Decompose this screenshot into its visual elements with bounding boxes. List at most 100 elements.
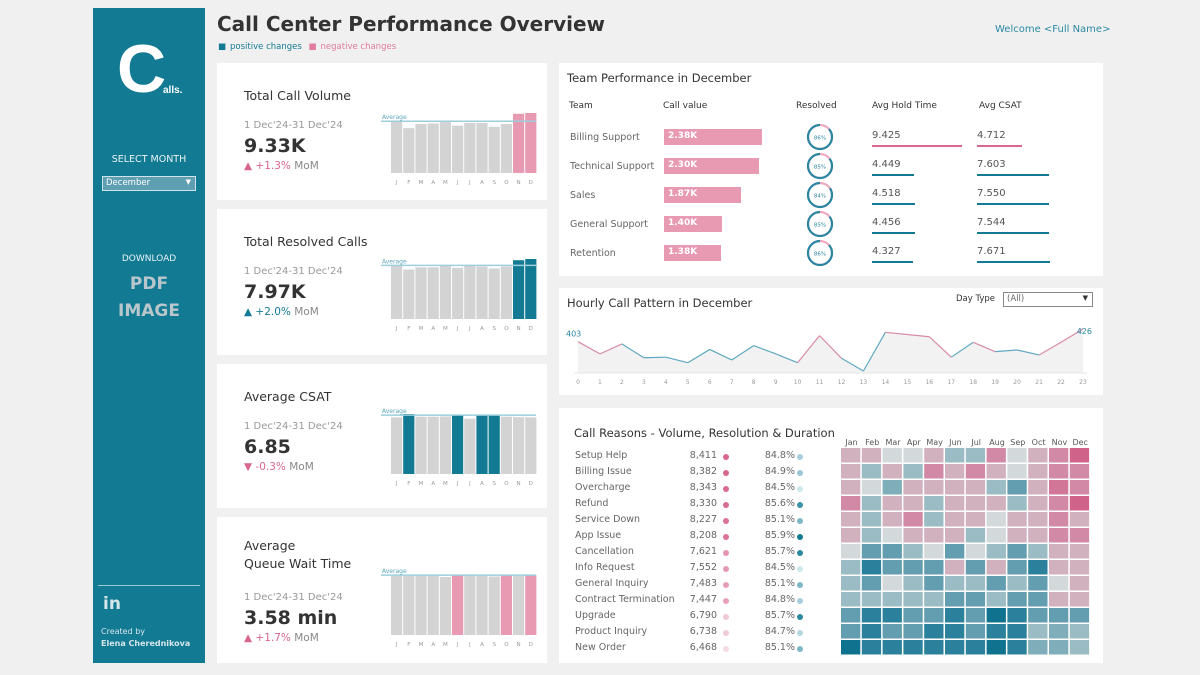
heatmap-cell[interactable] — [1049, 608, 1069, 623]
heatmap-cell[interactable] — [945, 640, 965, 655]
mini-bar[interactable] — [513, 260, 525, 319]
mini-bar[interactable] — [391, 121, 403, 173]
heatmap-cell[interactable] — [1007, 592, 1027, 607]
heatmap-cell[interactable] — [882, 624, 902, 639]
heatmap-cell[interactable] — [986, 512, 1006, 527]
heatmap-cell[interactable] — [903, 448, 923, 463]
heatmap-cell[interactable] — [841, 480, 861, 495]
heatmap-cell[interactable] — [861, 544, 882, 559]
mini-bar[interactable] — [513, 576, 525, 635]
heatmap-cell[interactable] — [903, 560, 923, 575]
heatmap-cell[interactable] — [903, 624, 923, 639]
mini-bar[interactable] — [488, 576, 500, 635]
download-image-button[interactable]: IMAGE — [118, 301, 180, 321]
heatmap-cell[interactable] — [1028, 496, 1048, 511]
heatmap-cell[interactable] — [945, 608, 965, 623]
mini-bar[interactable] — [403, 269, 415, 319]
heatmap-cell[interactable] — [882, 640, 902, 655]
heatmap-cell[interactable] — [841, 512, 861, 527]
mini-bar[interactable] — [415, 416, 427, 474]
heatmap-cell[interactable] — [965, 480, 986, 495]
heatmap-cell[interactable] — [1049, 464, 1069, 479]
heatmap-cell[interactable] — [861, 528, 882, 543]
heatmap-cell[interactable] — [861, 592, 882, 607]
heatmap-cell[interactable] — [841, 496, 861, 511]
heatmap-cell[interactable] — [1049, 592, 1069, 607]
mini-bar[interactable] — [452, 125, 464, 173]
heatmap-cell[interactable] — [882, 576, 902, 591]
heatmap-cell[interactable] — [841, 576, 861, 591]
resolved-donut[interactable]: 86% — [805, 238, 835, 268]
call-value-bar[interactable]: 1.40K — [664, 216, 722, 232]
heatmap-cell[interactable] — [882, 608, 902, 623]
call-value-bar[interactable]: 2.38K — [664, 129, 762, 145]
resolved-donut[interactable]: 84% — [805, 180, 835, 210]
heatmap-cell[interactable] — [924, 464, 944, 479]
heatmap-cell[interactable] — [924, 448, 944, 463]
heatmap-cell[interactable] — [1028, 608, 1048, 623]
heatmap-cell[interactable] — [1069, 480, 1090, 495]
heatmap-cell[interactable] — [861, 608, 882, 623]
heatmap-cell[interactable] — [1007, 528, 1027, 543]
heatmap-cell[interactable] — [945, 592, 965, 607]
heatmap-cell[interactable] — [841, 560, 861, 575]
heatmap-cell[interactable] — [1069, 608, 1090, 623]
heatmap-cell[interactable] — [882, 592, 902, 607]
heatmap-cell[interactable] — [986, 640, 1006, 655]
heatmap-cell[interactable] — [1028, 480, 1048, 495]
heatmap-cell[interactable] — [1028, 624, 1048, 639]
heatmap-cell[interactable] — [945, 544, 965, 559]
mini-bar[interactable] — [513, 417, 525, 474]
heatmap-cell[interactable] — [1049, 480, 1069, 495]
mini-bar[interactable] — [476, 266, 488, 319]
heatmap-cell[interactable] — [1007, 576, 1027, 591]
heatmap-cell[interactable] — [945, 624, 965, 639]
heatmap-cell[interactable] — [882, 480, 902, 495]
heatmap-cell[interactable] — [1069, 544, 1090, 559]
heatmap-cell[interactable] — [965, 640, 986, 655]
heatmap-cell[interactable] — [861, 464, 882, 479]
mini-bar[interactable] — [403, 128, 415, 173]
heatmap-cell[interactable] — [882, 464, 902, 479]
heatmap-cell[interactable] — [903, 512, 923, 527]
heatmap-cell[interactable] — [1028, 576, 1048, 591]
heatmap-cell[interactable] — [1007, 480, 1027, 495]
mini-bar[interactable] — [464, 418, 476, 474]
heatmap-cell[interactable] — [861, 512, 882, 527]
heatmap-cell[interactable] — [882, 528, 902, 543]
mini-bar[interactable] — [391, 265, 403, 319]
heatmap-cell[interactable] — [965, 560, 986, 575]
mini-bar[interactable] — [439, 416, 451, 474]
heatmap-cell[interactable] — [924, 480, 944, 495]
call-value-bar[interactable]: 1.87K — [664, 187, 741, 203]
heatmap-cell[interactable] — [882, 496, 902, 511]
heatmap-cell[interactable] — [986, 448, 1006, 463]
heatmap-cell[interactable] — [1028, 464, 1048, 479]
heatmap-cell[interactable] — [986, 496, 1006, 511]
mini-bar[interactable] — [439, 122, 451, 173]
mini-bar[interactable] — [464, 122, 476, 173]
resolved-donut[interactable]: 85% — [805, 151, 835, 181]
heatmap-cell[interactable] — [1028, 544, 1048, 559]
heatmap-cell[interactable] — [945, 512, 965, 527]
heatmap-cell[interactable] — [1049, 624, 1069, 639]
linkedin-icon[interactable]: in — [103, 594, 121, 614]
heatmap-cell[interactable] — [924, 592, 944, 607]
heatmap-cell[interactable] — [986, 576, 1006, 591]
mini-bar[interactable] — [513, 113, 525, 173]
heatmap-cell[interactable] — [1007, 624, 1027, 639]
heatmap-cell[interactable] — [841, 528, 861, 543]
heatmap-cell[interactable] — [1069, 624, 1090, 639]
heatmap-cell[interactable] — [1007, 512, 1027, 527]
heatmap-cell[interactable] — [986, 608, 1006, 623]
mini-bar[interactable] — [403, 414, 415, 474]
heatmap-cell[interactable] — [1049, 496, 1069, 511]
heatmap-cell[interactable] — [965, 576, 986, 591]
resolved-donut[interactable]: 86% — [805, 122, 835, 152]
heatmap-cell[interactable] — [1049, 576, 1069, 591]
mini-bar[interactable] — [525, 417, 537, 474]
welcome-link[interactable]: Welcome <Full Name> — [995, 24, 1111, 35]
heatmap-cell[interactable] — [1069, 496, 1090, 511]
heatmap-cell[interactable] — [1007, 560, 1027, 575]
heatmap-cell[interactable] — [1049, 512, 1069, 527]
